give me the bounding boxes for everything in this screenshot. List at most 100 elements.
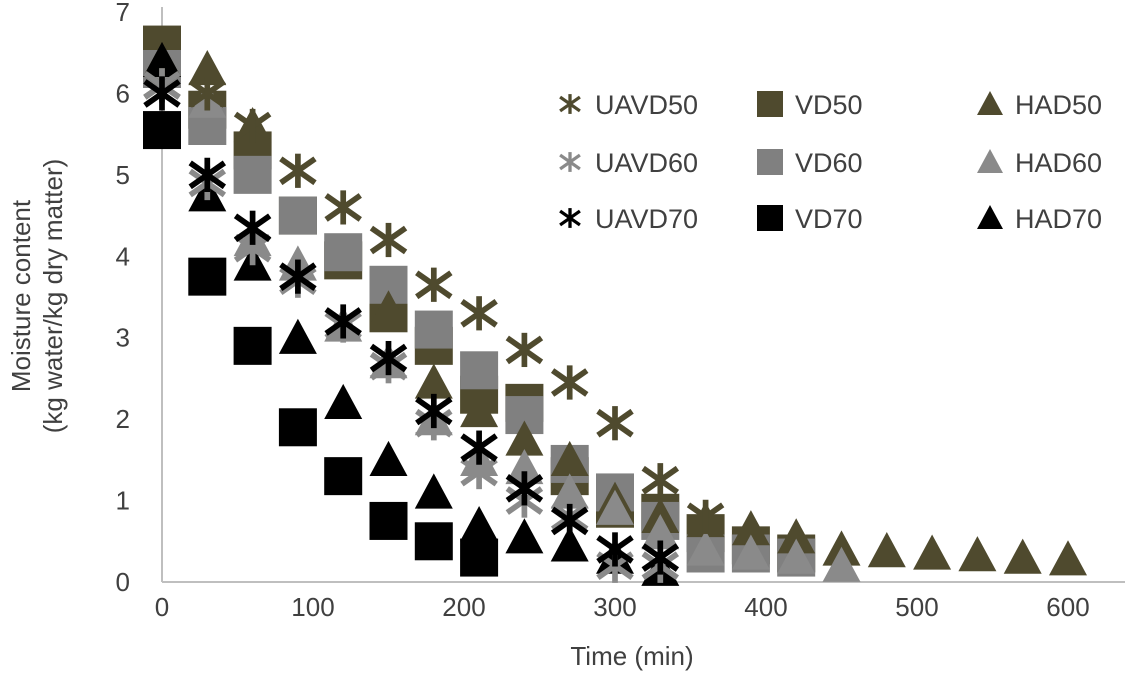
point-UAVD70 [233,210,272,245]
point-VD70 [324,457,363,496]
point-UAVD50 [596,406,634,441]
point-HAD50 [505,420,544,456]
legend-marker-HAD60 [977,149,1003,174]
point-HAD60 [822,546,861,582]
series-UAVD70 [143,76,680,575]
point-HAD50 [777,518,816,554]
point-UAVD70 [641,540,680,575]
series-UAVD50 [143,68,725,534]
legend-label: UAVD60 [595,148,698,178]
x-tick-label: 100 [291,592,334,622]
point-UAVD70 [369,340,408,376]
point-UAVD70 [505,471,544,506]
point-HAD60 [505,449,544,485]
point-UAVD50 [279,153,317,188]
legend-label: UAVD70 [595,204,698,234]
x-axis-title: Time (min) [570,641,693,671]
point-UAVD70 [460,430,498,465]
point-HAD50 [188,50,227,86]
legend-item-VD50: VD50 [757,90,863,120]
point-UAVD50 [505,332,544,368]
point-HAD50 [958,536,997,572]
series-VD70 [143,111,499,577]
y-tick-label: 2 [116,404,130,434]
point-HAD50 [460,392,499,428]
legend-item-UAVD70: UAVD70 [559,204,698,234]
x-tick-label: 600 [1046,592,1089,622]
point-VD60 [324,233,363,272]
x-tick-label: 0 [155,592,169,622]
point-HAD50 [1003,538,1042,574]
y-tick-label: 1 [116,486,130,516]
legend-label: UAVD50 [595,90,698,120]
legend-label: VD60 [795,148,863,178]
x-tick-label: 500 [895,592,938,622]
legend-marker-HAD70 [977,205,1003,230]
legend-label: HAD60 [1015,148,1102,178]
y-tick-label: 3 [116,323,130,353]
point-HAD50 [550,440,589,477]
point-HAD60 [686,530,725,566]
point-HAD70 [324,383,363,420]
x-tick-label: 200 [442,592,485,622]
point-VD70 [233,326,272,365]
point-UAVD70 [550,503,589,539]
legend-label: VD70 [795,204,863,234]
point-UAVD70 [279,259,317,294]
legend-item-UAVD50: UAVD50 [559,90,698,120]
point-HAD50 [414,363,453,399]
point-HAD50 [1049,540,1087,576]
point-UAVD50 [233,108,272,144]
point-HAD60 [641,514,680,550]
point-HAD50 [369,290,408,326]
legend-marker-HAD50 [977,91,1003,116]
legend-item-HAD60: HAD60 [977,148,1102,178]
point-HAD50 [867,532,906,568]
point-UAVD50 [369,222,408,258]
legend-label: HAD50 [1015,90,1102,120]
point-HAD60 [731,534,770,570]
point-HAD70 [505,518,544,554]
point-VD60 [414,310,453,349]
point-UAVD50 [550,365,589,400]
y-tick-label: 0 [116,567,130,597]
point-UAVD70 [188,157,227,192]
point-HAD60 [596,489,634,525]
legend-marker-VD50 [757,91,783,117]
y-tick-label: 6 [116,78,130,108]
legend-label: HAD70 [1015,204,1102,234]
legend-item-HAD50: HAD50 [977,90,1102,120]
point-VD60 [460,351,499,390]
data-marks [143,25,1087,586]
point-UAVD50 [324,190,362,225]
point-VD70 [414,522,453,561]
point-UAVD70 [324,304,362,339]
point-VD60 [233,155,272,194]
y-tick-label: 4 [116,241,130,271]
point-UAVD70 [596,532,634,567]
legend-item-VD70: VD70 [757,204,863,234]
point-HAD70 [460,506,499,542]
point-HAD50 [731,510,770,546]
point-UAVD50 [686,499,725,534]
point-UAVD50 [641,463,680,498]
point-VD70 [278,408,317,447]
point-UAVD50 [188,76,227,111]
point-HAD70 [550,526,589,562]
x-tick-label: 400 [744,592,787,622]
point-HAD60 [777,538,816,574]
y-axis-title-line1: Moisture content [6,199,36,392]
point-VD60 [278,196,317,235]
point-HAD70 [143,41,181,78]
y-tick-label: 7 [116,0,130,27]
y-tick-label: 5 [116,160,130,190]
x-tick-label: 300 [593,592,636,622]
point-UAVD50 [460,296,498,331]
point-UAVD70 [143,76,181,111]
legend-marker-VD70 [757,205,783,231]
legend-item-VD60: VD60 [757,148,863,178]
point-VD70 [143,111,181,150]
legend-item-HAD70: HAD70 [977,204,1102,234]
legend-marker-VD60 [757,149,783,175]
point-HAD70 [414,473,453,509]
